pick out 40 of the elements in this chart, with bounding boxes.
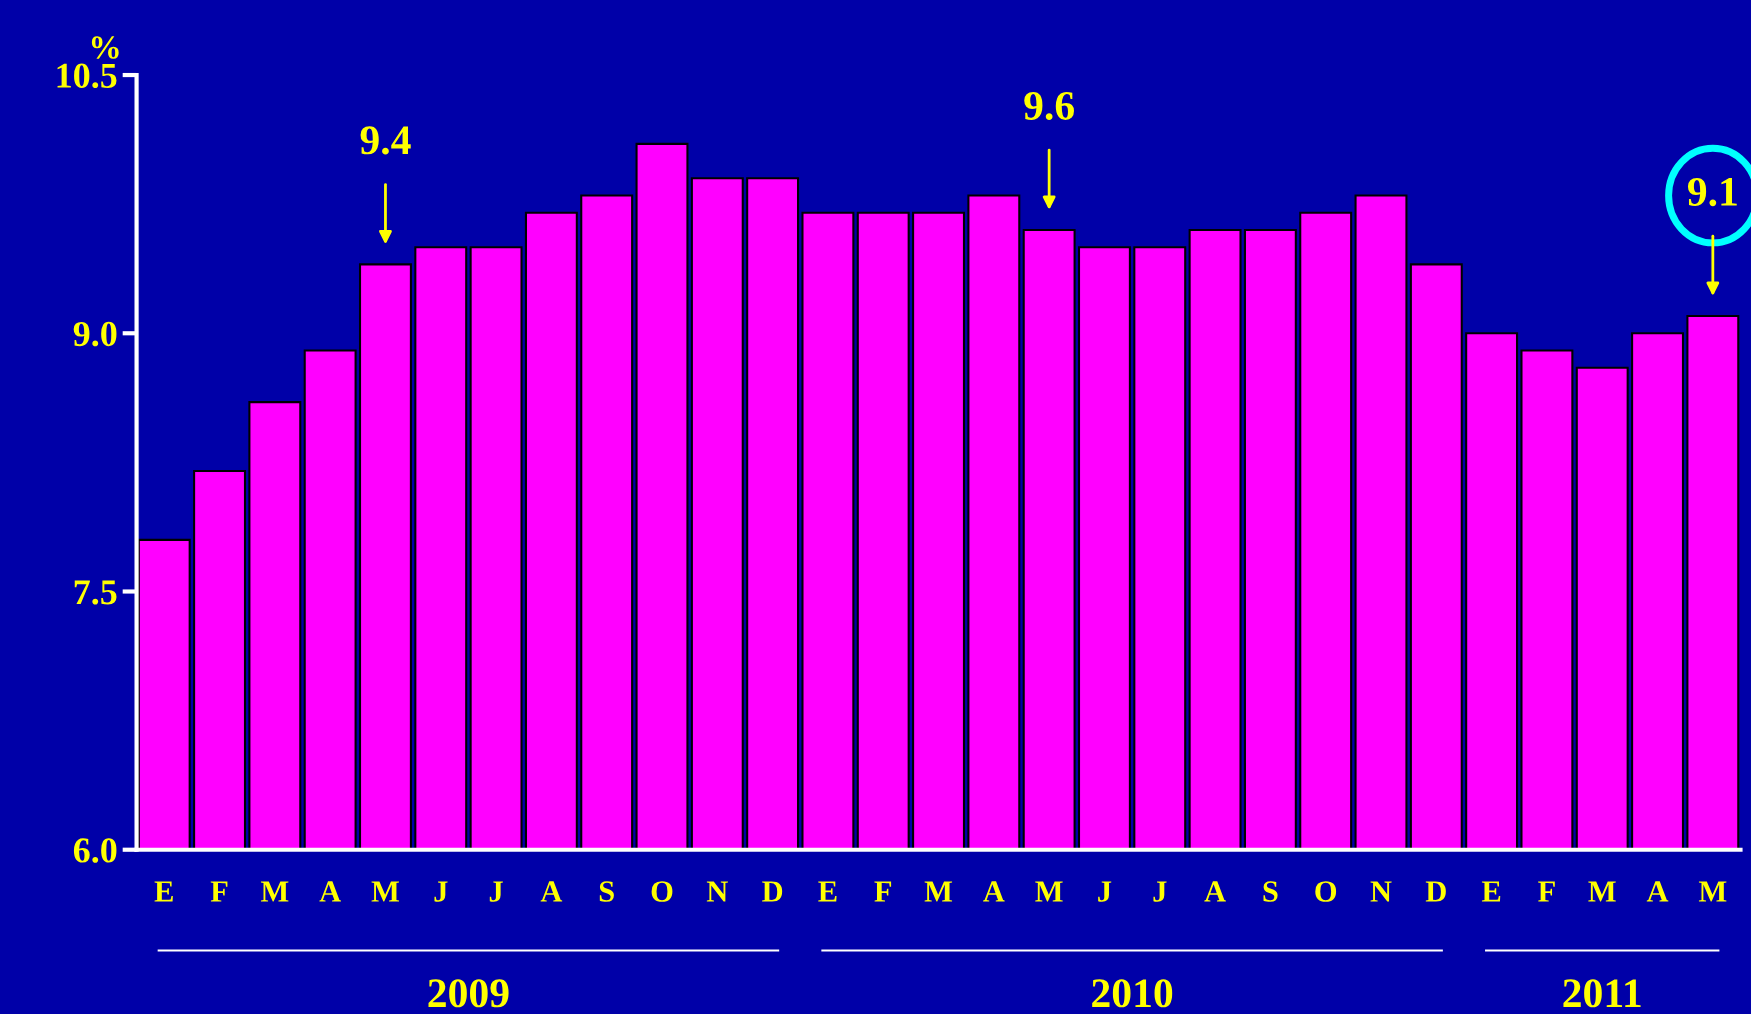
y-tick-label: 6.0 — [73, 838, 117, 863]
x-tick-label: M — [371, 881, 399, 902]
x-tick-label: S — [1263, 881, 1278, 902]
x-tick-label: M — [1588, 881, 1616, 902]
x-tick-label: A — [540, 881, 563, 902]
x-tick-label: F — [210, 881, 228, 902]
y-axis-title: % — [91, 36, 119, 59]
x-tick-label: M — [1035, 881, 1063, 902]
x-tick-label: D — [762, 881, 783, 902]
x-tick-label: A — [1646, 881, 1669, 902]
x-tick-label: J — [434, 881, 448, 902]
x-tick-label: E — [818, 881, 837, 902]
text: 2010 — [1092, 979, 1173, 1008]
x-tick-label: M — [1698, 881, 1727, 902]
x-tick-label: M — [924, 881, 953, 902]
x-tick-label: N — [1370, 881, 1392, 902]
x-tick-label: J — [1098, 881, 1112, 902]
x-tick-label: D — [1425, 881, 1446, 902]
x-tick-label: E — [154, 881, 173, 902]
y-tick-label: 7.5 — [74, 580, 117, 605]
x-tick-label: F — [1538, 881, 1555, 902]
data-label: 9.4 — [360, 126, 411, 155]
x-tick-label: F — [874, 881, 892, 902]
x-tick-label: J — [1153, 881, 1167, 902]
x-tick-label: A — [1204, 881, 1226, 902]
data-label: 9.1 — [1687, 177, 1737, 207]
y-tick-label: 10.5 — [57, 63, 117, 89]
x-tick-label: N — [706, 881, 728, 902]
x-tick-label: O — [651, 881, 673, 902]
y-tick-label: 9.0 — [73, 321, 117, 347]
x-tick-label: A — [983, 881, 1005, 902]
x-tick-label: J — [489, 881, 503, 902]
data-label: 9.6 — [1024, 91, 1074, 121]
x-tick-label: O — [1315, 881, 1337, 902]
text: 2009 — [428, 979, 509, 1008]
x-tick-label: A — [319, 881, 341, 902]
x-tick-label: M — [260, 881, 289, 902]
x-tick-label: E — [1481, 881, 1501, 902]
text: 2011 — [1563, 979, 1641, 1008]
x-tick-label: S — [599, 881, 614, 902]
